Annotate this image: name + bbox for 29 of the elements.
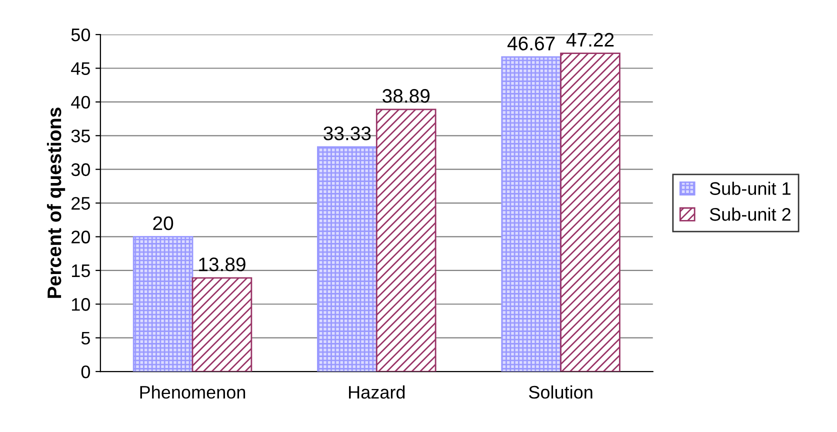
x-tick-label: Phenomenon: [140, 385, 246, 399]
y-tick-label: 35: [71, 130, 90, 142]
y-tick-label: 10: [72, 298, 90, 311]
bar: [132, 236, 194, 372]
data-label: 47.22: [566, 32, 614, 46]
y-tick-label: 15: [72, 264, 90, 278]
y-tick-label: 50: [71, 28, 90, 42]
data-label: 33.33: [324, 126, 371, 140]
y-tick-label: 20: [72, 230, 90, 244]
y-tick-label: 45: [71, 62, 90, 75]
bar: [501, 56, 562, 372]
y-tick-label: 25: [72, 196, 90, 210]
x-tick-label: Solution: [528, 385, 592, 399]
bar: [192, 277, 252, 372]
x-tick-label: Hazard: [349, 385, 405, 399]
legend-label: Sub-unit 1: [710, 182, 790, 195]
bar: [317, 146, 378, 372]
bar: [376, 108, 436, 372]
data-label: 13.89: [199, 258, 246, 272]
y-axis-title: Percent of questions: [46, 108, 66, 298]
data-label: 46.67: [507, 36, 555, 50]
y-tick-label: 40: [71, 96, 90, 109]
data-label: 38.89: [382, 89, 430, 103]
y-tick-label: 30: [71, 163, 90, 176]
data-label: 20: [153, 216, 174, 230]
y-tick-label: 0: [81, 365, 90, 378]
y-tick-label: 5: [81, 332, 90, 345]
bar: [560, 52, 620, 372]
legend-label: Sub-unit 2: [710, 208, 790, 221]
